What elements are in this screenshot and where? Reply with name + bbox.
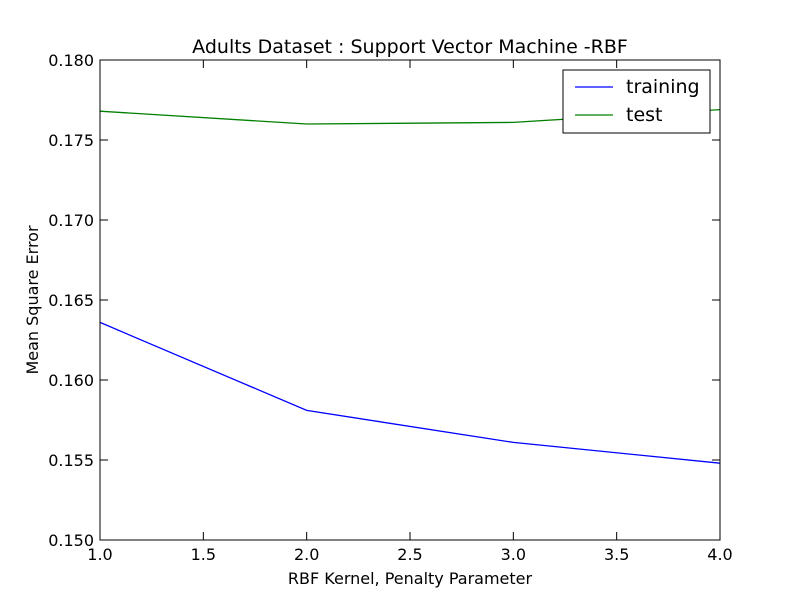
y-tick-label: 0.165 bbox=[48, 291, 94, 310]
y-tick-label: 0.175 bbox=[48, 131, 94, 150]
series-layer bbox=[99, 108, 721, 464]
y-tick-label: 0.170 bbox=[48, 211, 94, 230]
x-tick-label: 1.5 bbox=[191, 545, 216, 564]
y-tick-label: 0.155 bbox=[48, 451, 94, 470]
x-axis-label: RBF Kernel, Penalty Parameter bbox=[288, 569, 533, 588]
legend-box bbox=[562, 69, 711, 134]
series-line-training bbox=[99, 321, 721, 464]
y-tick-label: 0.180 bbox=[48, 51, 94, 70]
x-tick-label: 1.0 bbox=[87, 545, 112, 564]
y-tick-label: 0.160 bbox=[48, 371, 94, 390]
ticks-layer: 1.0 1.5 2.0 2.5 3.0 3.5 4.0 0.150 0.155 0.160 0.16… bbox=[48, 51, 733, 564]
legend: training test bbox=[562, 69, 711, 134]
legend-label-test: test bbox=[626, 104, 663, 126]
x-tick-label: 4.0 bbox=[707, 545, 732, 564]
x-tick-label: 2.0 bbox=[294, 545, 319, 564]
y-tick-label: 0.150 bbox=[48, 531, 94, 550]
x-tick-label: 3.5 bbox=[604, 545, 629, 564]
y-axis-label: Mean Square Error bbox=[23, 225, 42, 375]
chart-title: Adults Dataset : Support Vector Machine … bbox=[192, 36, 628, 58]
legend-label-training: training bbox=[626, 76, 700, 98]
x-tick-label: 2.5 bbox=[397, 545, 422, 564]
x-tick-label: 3.0 bbox=[501, 545, 526, 564]
